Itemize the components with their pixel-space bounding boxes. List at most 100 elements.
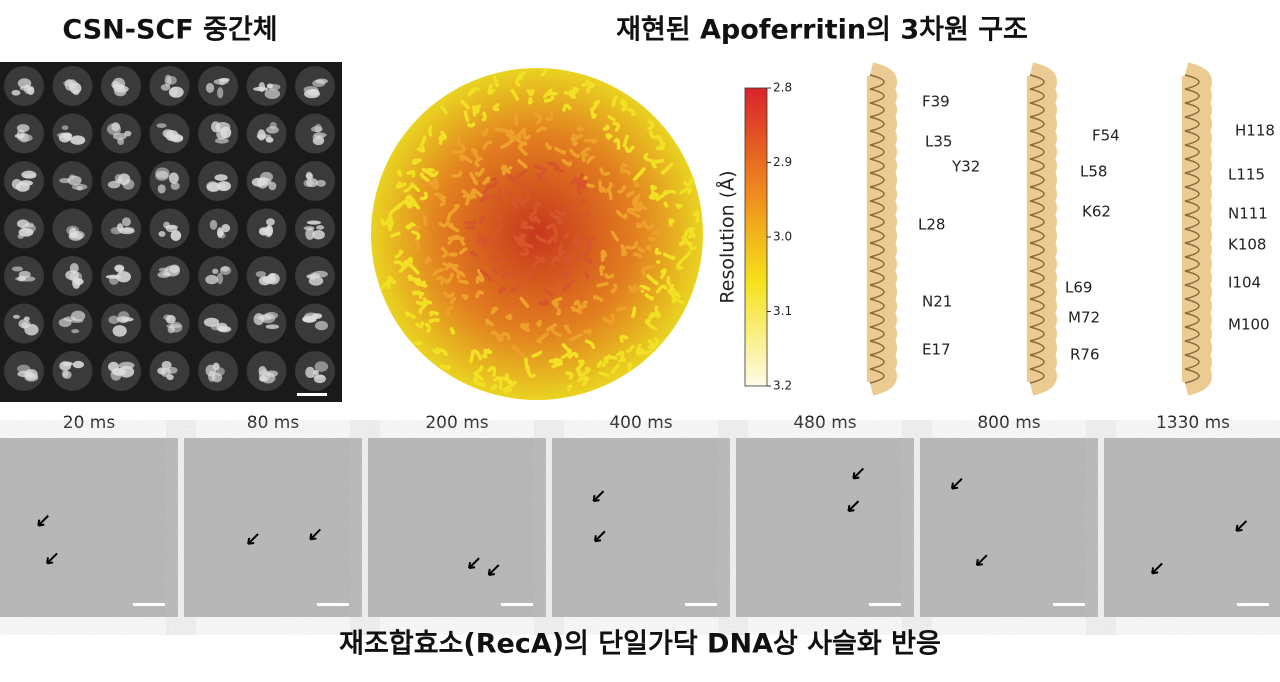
strand <box>458 279 469 285</box>
strand <box>613 137 621 150</box>
blob <box>264 311 279 320</box>
strand <box>494 127 509 134</box>
blob <box>156 123 167 128</box>
strand <box>472 377 486 387</box>
strand <box>604 273 615 279</box>
strand <box>553 167 564 173</box>
arrow <box>950 477 963 490</box>
micrograph-noise <box>552 438 730 617</box>
blob <box>265 370 279 377</box>
strand <box>419 191 429 201</box>
strand <box>482 183 495 195</box>
blob <box>61 369 69 378</box>
strand <box>464 219 477 225</box>
time-label: 400 ms <box>609 413 672 433</box>
blob <box>218 77 230 82</box>
strand <box>561 158 573 167</box>
blob <box>168 86 184 98</box>
strand <box>559 273 570 280</box>
blob <box>219 183 226 190</box>
strand <box>586 155 596 164</box>
strand <box>438 214 451 228</box>
blob <box>266 83 274 89</box>
blob <box>116 316 130 323</box>
strand <box>439 105 448 115</box>
blob <box>162 272 171 277</box>
strand <box>664 189 677 195</box>
scale-bar <box>297 393 327 396</box>
strand <box>491 177 498 187</box>
strand <box>444 272 454 284</box>
scale-bar <box>869 603 901 606</box>
blob <box>170 182 180 190</box>
strand <box>492 212 503 222</box>
strand <box>632 167 646 182</box>
strand <box>467 87 480 97</box>
blob <box>166 75 177 85</box>
strand <box>563 90 576 97</box>
strand <box>393 260 406 270</box>
blob <box>114 264 125 272</box>
strand <box>632 284 638 294</box>
strand <box>580 147 592 155</box>
strand <box>545 110 554 121</box>
strand <box>537 297 549 306</box>
blob <box>256 177 269 189</box>
strand <box>599 167 611 176</box>
blob <box>305 366 315 379</box>
strand <box>545 142 553 151</box>
strand <box>565 265 573 276</box>
residue-label: K62 <box>1082 203 1111 221</box>
strand <box>413 277 422 284</box>
strand <box>535 255 546 263</box>
strand <box>687 226 695 239</box>
strand <box>492 75 499 88</box>
colorbar-tick-label: 2.8 <box>773 81 792 95</box>
strand <box>475 275 484 284</box>
strand <box>419 280 428 288</box>
strand <box>442 262 449 271</box>
strand <box>528 211 536 222</box>
blob <box>158 230 166 237</box>
blob <box>216 322 228 332</box>
strand <box>528 97 533 105</box>
strand <box>463 110 470 123</box>
strand <box>483 348 493 355</box>
blob <box>214 137 229 144</box>
strand <box>684 237 693 248</box>
strand <box>406 169 416 178</box>
strand <box>546 323 557 332</box>
strand <box>625 241 639 250</box>
blob <box>117 137 125 146</box>
strand <box>447 203 460 217</box>
strand <box>480 128 489 137</box>
strand <box>543 95 555 103</box>
strand <box>668 218 675 227</box>
strand <box>522 131 531 140</box>
strand <box>490 330 501 339</box>
strand <box>451 143 466 155</box>
strand <box>403 186 412 193</box>
blob <box>312 270 328 278</box>
blob <box>63 132 72 141</box>
strand <box>692 210 700 223</box>
arrow <box>975 554 988 567</box>
blob <box>211 372 223 383</box>
blob <box>168 172 179 184</box>
strand <box>447 262 459 273</box>
strand <box>497 285 506 295</box>
arrow <box>37 514 49 527</box>
strand <box>461 189 474 200</box>
strand <box>547 161 560 170</box>
strand <box>610 283 618 294</box>
strand <box>474 156 483 168</box>
strand <box>542 88 553 99</box>
strand <box>475 290 484 299</box>
residue-label: M100 <box>1228 316 1270 334</box>
strand <box>503 387 513 393</box>
strand <box>654 305 661 319</box>
helices: F39 L35 Y32 L28 N21 E17 F54 L58 K62 L69 M72 R76 H118… <box>866 62 1275 396</box>
strand <box>572 86 580 95</box>
strand <box>576 368 582 377</box>
strand <box>487 365 497 378</box>
